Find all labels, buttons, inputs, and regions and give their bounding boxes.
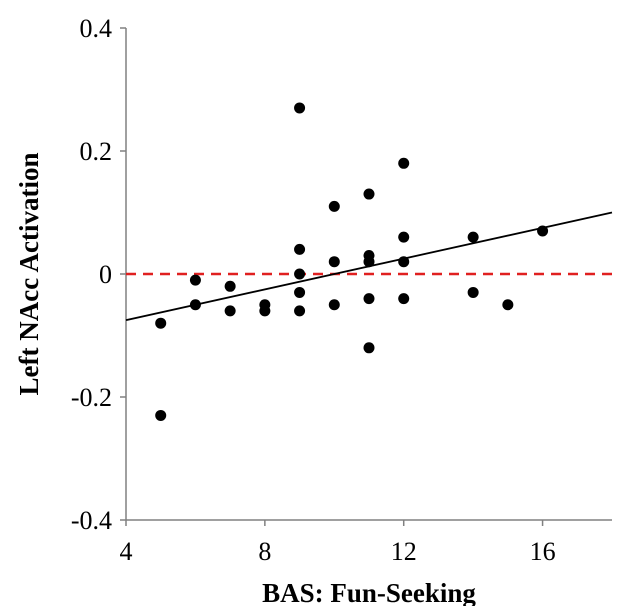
x-tick-label: 8 — [258, 537, 271, 566]
x-tick-label: 12 — [391, 537, 417, 566]
x-tick-label: 16 — [530, 537, 556, 566]
data-point — [467, 231, 479, 243]
data-point — [155, 317, 167, 329]
data-point — [328, 256, 340, 268]
data-point — [259, 305, 271, 317]
data-point — [294, 243, 306, 255]
data-point — [294, 102, 306, 114]
data-point — [155, 409, 167, 421]
data-point — [363, 293, 375, 305]
data-point — [363, 188, 375, 200]
y-tick-label: 0.4 — [80, 14, 113, 43]
data-point — [224, 280, 236, 292]
data-point — [189, 299, 201, 311]
y-tick-label: 0 — [99, 260, 112, 289]
data-point — [537, 225, 549, 237]
data-point — [328, 200, 340, 212]
data-point — [294, 305, 306, 317]
tick-labels-layer: 0.4 0.2 0 -0.2 -0.4 4 8 12 16 — [71, 14, 556, 566]
data-point — [467, 286, 479, 298]
x-tick-label: 4 — [120, 537, 133, 566]
data-point — [363, 342, 375, 354]
y-tick-label: -0.4 — [71, 506, 112, 535]
x-axis-title: BAS: Fun-Seeking — [262, 578, 476, 606]
data-point — [224, 305, 236, 317]
y-tick-label: -0.2 — [71, 383, 112, 412]
data-point — [294, 268, 306, 280]
data-point — [398, 256, 410, 268]
data-point — [398, 231, 410, 243]
data-point — [363, 256, 375, 268]
data-point — [398, 157, 410, 169]
data-point — [189, 274, 201, 286]
data-point — [502, 299, 514, 311]
data-point — [328, 299, 340, 311]
y-tick-label: 0.2 — [80, 137, 113, 166]
data-points-layer — [155, 102, 549, 421]
data-point — [294, 286, 306, 298]
data-point — [398, 293, 410, 305]
y-axis-title: Left NAcc Activation — [14, 153, 44, 396]
